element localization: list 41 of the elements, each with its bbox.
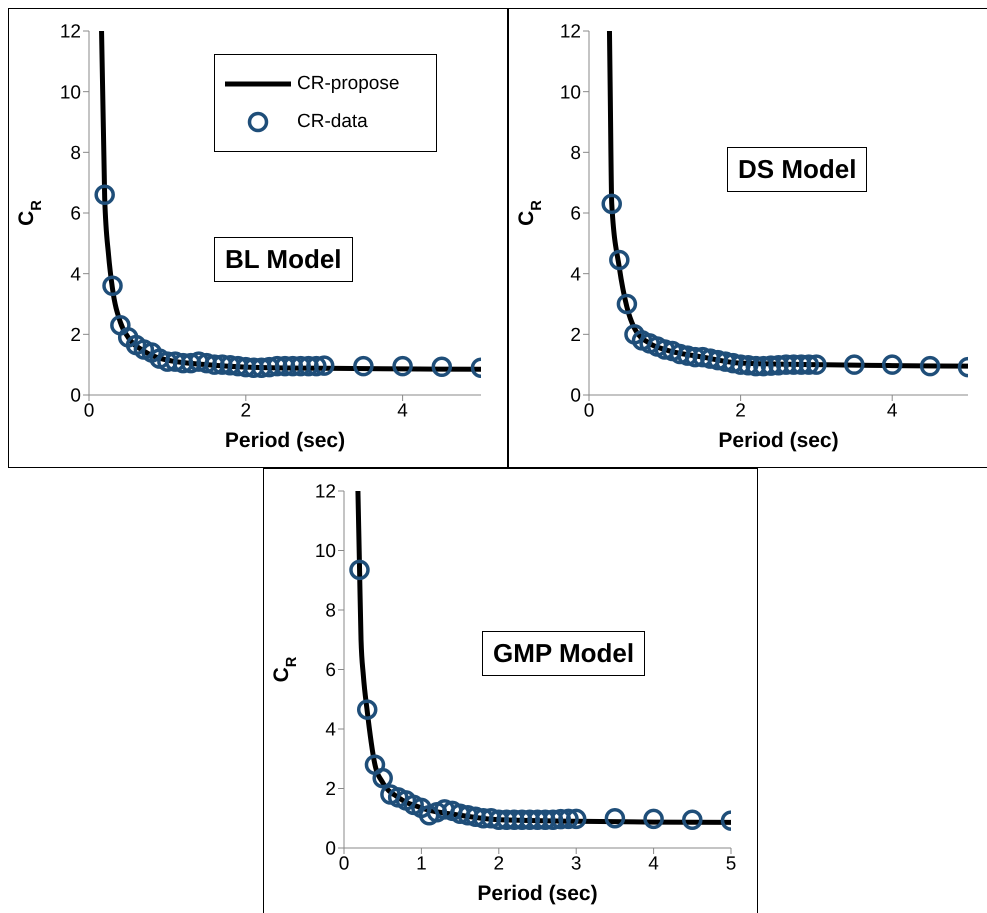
- y-tick-label: 2: [325, 779, 336, 800]
- x-tick-label: 4: [886, 400, 898, 422]
- y-tick-label: 8: [570, 143, 581, 164]
- y-tick-label: 0: [70, 386, 81, 407]
- x-tick-label: 4: [648, 853, 660, 874]
- x-tick-label: 2: [494, 853, 504, 874]
- x-tick-label: 4: [397, 400, 408, 422]
- x-axis-title: Period (sec): [477, 882, 598, 905]
- y-tick-label: 8: [70, 143, 81, 164]
- y-tick-label: 12: [60, 22, 81, 43]
- y-tick-label: 6: [570, 204, 581, 225]
- legend-label: CR-data: [297, 111, 368, 133]
- y-tick-label: 0: [325, 838, 336, 860]
- y-tick-label: 8: [325, 600, 336, 622]
- y-tick-label: 12: [314, 482, 336, 503]
- x-tick-label: 2: [735, 400, 746, 422]
- x-tick-label: 5: [726, 853, 736, 874]
- y-tick-label: 2: [70, 325, 81, 346]
- y-tick-label: 4: [325, 720, 336, 741]
- y-tick-label: 2: [570, 325, 581, 346]
- x-tick-label: 0: [84, 400, 94, 422]
- x-tick-label: 0: [584, 400, 594, 422]
- y-tick-label: 4: [570, 264, 582, 286]
- x-tick-label: 3: [570, 853, 582, 874]
- annotation: BL Model: [214, 237, 353, 282]
- y-tick-label: 0: [570, 386, 581, 407]
- annotation: GMP Model: [482, 631, 646, 676]
- x-tick-label: 2: [240, 400, 252, 422]
- legend-label: CR-propose: [297, 73, 400, 95]
- y-tick-label: 6: [325, 660, 336, 682]
- y-tick-label: 10: [60, 82, 81, 104]
- annotation: DS Model: [727, 147, 868, 192]
- y-tick-label: 6: [70, 204, 81, 225]
- x-axis-title: Period (sec): [224, 429, 346, 452]
- x-tick-label: 0: [338, 853, 350, 874]
- x-axis-title: Period (sec): [718, 429, 839, 452]
- y-tick-label: 4: [70, 264, 82, 286]
- y-tick-label: 12: [560, 22, 581, 43]
- y-tick-label: 10: [314, 541, 336, 562]
- x-tick-label: 1: [416, 853, 427, 874]
- y-tick-label: 10: [560, 82, 581, 104]
